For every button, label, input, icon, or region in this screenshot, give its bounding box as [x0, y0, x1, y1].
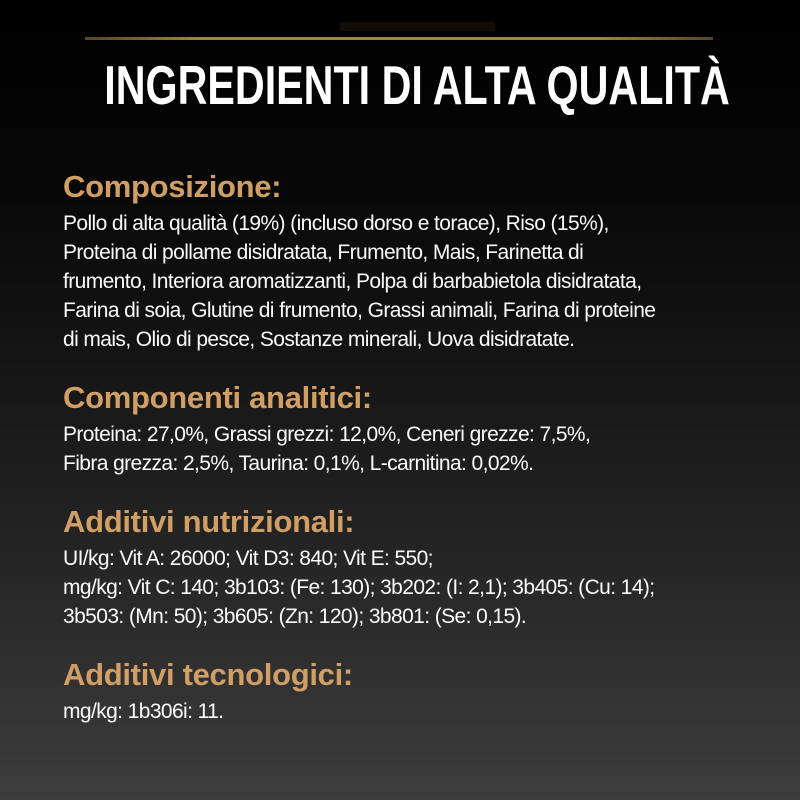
- header: INGREDIENTI DI ALTA QUALITÀ: [0, 56, 800, 129]
- section-additivi-nutrizionali: Additivi nutrizionali: UI/kg: Vit A: 260…: [63, 504, 788, 631]
- section-additivi-tecnologici: Additivi tecnologici: mg/kg: 1b306i: 11.: [63, 657, 788, 726]
- faint-print-artifact: [340, 22, 495, 31]
- label-content: Composizione: Pollo di alta qualità (19%…: [0, 169, 800, 726]
- gold-divider-line: [85, 37, 713, 40]
- section-heading-additivi-nutrizionali: Additivi nutrizionali:: [63, 504, 355, 539]
- section-componenti-analitici: Componenti analitici: Proteina: 27,0%, G…: [63, 380, 788, 478]
- section-body-additivi-nutrizionali: UI/kg: Vit A: 26000; Vit D3: 840; Vit E:…: [63, 547, 655, 628]
- section-heading-componenti-analitici: Componenti analitici:: [63, 380, 372, 415]
- section-body-additivi-tecnologici: mg/kg: 1b306i: 11.: [63, 700, 224, 723]
- section-heading-composizione: Composizione:: [63, 169, 282, 204]
- section-heading-additivi-tecnologici: Additivi tecnologici:: [63, 657, 353, 692]
- section-composizione: Composizione: Pollo di alta qualità (19%…: [63, 169, 788, 354]
- page-title: INGREDIENTI DI ALTA QUALITÀ: [104, 54, 730, 116]
- section-body-componenti-analitici: Proteina: 27,0%, Grassi grezzi: 12,0%, C…: [63, 423, 591, 475]
- section-body-composizione: Pollo di alta qualità (19%) (incluso dor…: [63, 212, 656, 351]
